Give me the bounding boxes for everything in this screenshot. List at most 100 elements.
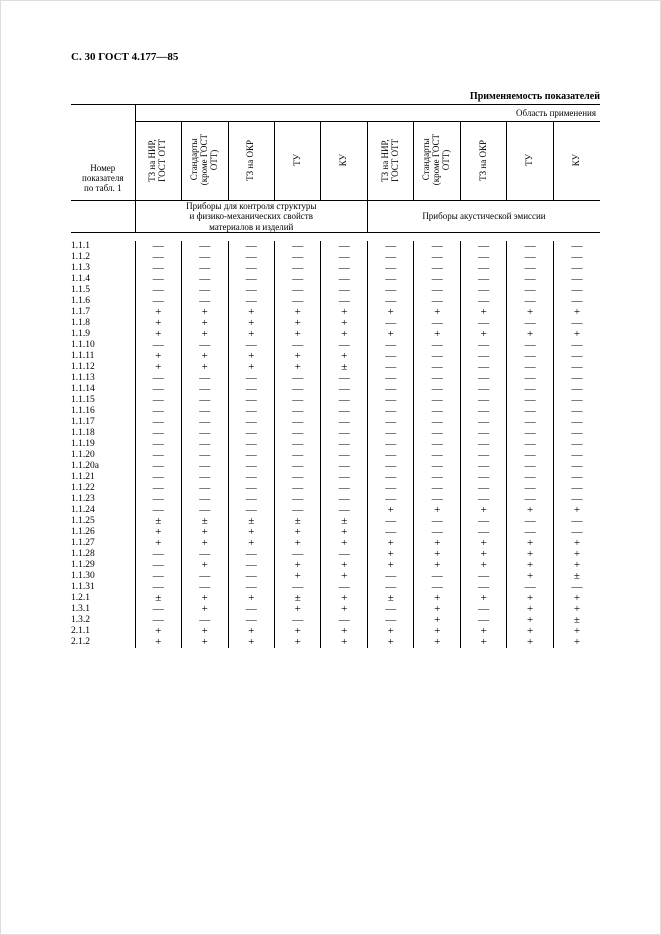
row-id: 1.1.7 (71, 307, 135, 318)
table-row: 1.1.16—————————— (71, 406, 600, 417)
cell: + (321, 637, 367, 648)
row-id: 1.1.12 (71, 362, 135, 373)
data-table: Номер показателя по табл. 1 Область прим… (71, 104, 600, 648)
table-row: 1.1.23—————————— (71, 494, 600, 505)
table-row: 1.1.22—————————— (71, 483, 600, 494)
row-id: 1.1.1 (71, 241, 135, 252)
row-id: 1.1.30 (71, 571, 135, 582)
cell: + (275, 637, 321, 648)
table-row: 1.1.14—————————— (71, 384, 600, 395)
row-id: 1.1.26 (71, 527, 135, 538)
col-header: ТЗ на НИР, ГОСТ ОТТ (381, 139, 401, 182)
cell: + (135, 637, 181, 648)
row-id: 1.1.8 (71, 318, 135, 329)
group2-label: Приборы акустической эмиссии (422, 211, 545, 221)
group-headers-row: Приборы для контроля структуры и физико-… (71, 201, 600, 233)
row-id: 1.1.6 (71, 296, 135, 307)
table-row: 1.1.28—————+++++ (71, 549, 600, 560)
table-row: 1.1.27++++++++++ (71, 538, 600, 549)
row-id: 1.3.1 (71, 604, 135, 615)
row-id: 1.1.3 (71, 263, 135, 274)
row-id: 2.1.2 (71, 637, 135, 648)
row-id: 1.1.22 (71, 483, 135, 494)
col-header: ТУ (525, 154, 535, 166)
table-row: 1.1.4—————————— (71, 274, 600, 285)
table-title: Применяемость показателей (71, 91, 600, 102)
row-id: 1.1.5 (71, 285, 135, 296)
col-headers-row: ТЗ на НИР, ГОСТ ОТТ Стандарты (кроме ГОС… (71, 122, 600, 201)
table-row: 1.1.18—————————— (71, 428, 600, 439)
row-id: 1.1.14 (71, 384, 135, 395)
table-row: 1.3.2——————+—+± (71, 615, 600, 626)
cell: + (553, 637, 600, 648)
row-id: 1.1.9 (71, 329, 135, 340)
table-row: 1.1.15—————————— (71, 395, 600, 406)
row-id: 1.1.27 (71, 538, 135, 549)
cell: + (228, 637, 274, 648)
row-id: 1.1.23 (71, 494, 135, 505)
cell: + (414, 637, 460, 648)
table-row: 1.1.3—————————— (71, 263, 600, 274)
table-row: 1.1.21—————————— (71, 472, 600, 483)
col-header: КУ (572, 154, 582, 166)
table-row: 1.1.24—————+++++ (71, 505, 600, 516)
col-header: КУ (339, 154, 349, 166)
col-header: ТЗ на НИР, ГОСТ ОТТ (148, 139, 168, 182)
table-row: 1.1.17—————————— (71, 417, 600, 428)
row-id: 1.1.20 (71, 450, 135, 461)
row-id: 1.1.31 (71, 582, 135, 593)
row-id: 1.1.24 (71, 505, 135, 516)
table-row: 1.1.8+++++————— (71, 318, 600, 329)
area-title: Область применения (135, 105, 600, 122)
table-row: 1.1.31—————————— (71, 582, 600, 593)
cell: + (460, 637, 506, 648)
table-row: 2.1.2++++++++++ (71, 637, 600, 648)
table-row: 1.1.12++++±————— (71, 362, 600, 373)
table-row: 1.1.5—————————— (71, 285, 600, 296)
table-row: 1.1.20а—————————— (71, 461, 600, 472)
row-id: 1.1.2 (71, 252, 135, 263)
row-id: 1.1.21 (71, 472, 135, 483)
table-row: 1.2.1±++±+±++++ (71, 593, 600, 604)
table-row: 1.1.29—+—+++++++ (71, 560, 600, 571)
row-id: 1.1.29 (71, 560, 135, 571)
table-row: 1.1.20—————————— (71, 450, 600, 461)
table-row: 1.1.1—————————— (71, 241, 600, 252)
table-row: 1.1.9++++++++++ (71, 329, 600, 340)
row-id: 1.1.19 (71, 439, 135, 450)
cell: + (367, 637, 413, 648)
col-header: Стандарты (кроме ГОСТ ОТТ) (190, 134, 220, 185)
row-header-label: Номер показателя по табл. 1 (71, 105, 135, 201)
row-id: 1.1.15 (71, 395, 135, 406)
page-header: С. 30 ГОСТ 4.177—85 (71, 51, 600, 63)
row-id: 2.1.1 (71, 626, 135, 637)
table-row: 1.1.10—————————— (71, 340, 600, 351)
row-id: 1.1.20а (71, 461, 135, 472)
row-id: 1.1.17 (71, 417, 135, 428)
table-row: 1.1.19—————————— (71, 439, 600, 450)
group1-label: Приборы для контроля структуры и физико-… (186, 201, 316, 232)
col-header: Стандарты (кроме ГОСТ ОТТ) (422, 134, 452, 185)
col-header: ТЗ на ОКР (479, 140, 489, 181)
table-row: 2.1.1++++++++++ (71, 626, 600, 637)
col-header: ТУ (293, 154, 303, 166)
table-row: 1.1.13—————————— (71, 373, 600, 384)
cell: + (507, 637, 553, 648)
row-id: 1.1.11 (71, 351, 135, 362)
row-id: 1.1.18 (71, 428, 135, 439)
row-id: 1.1.4 (71, 274, 135, 285)
row-id: 1.1.16 (71, 406, 135, 417)
row-id: 1.2.1 (71, 593, 135, 604)
table-row: 1.1.26+++++————— (71, 527, 600, 538)
table-row: 1.3.1—+—++—+—++ (71, 604, 600, 615)
row-id: 1.1.10 (71, 340, 135, 351)
row-id: 1.1.28 (71, 549, 135, 560)
cell: + (182, 637, 228, 648)
row-id: 1.3.2 (71, 615, 135, 626)
col-header: ТЗ на ОКР (246, 140, 256, 181)
table-row: 1.1.11+++++————— (71, 351, 600, 362)
row-id: 1.1.13 (71, 373, 135, 384)
table-row: 1.1.6—————————— (71, 296, 600, 307)
table-row: 1.1.2—————————— (71, 252, 600, 263)
row-id: 1.1.25 (71, 516, 135, 527)
